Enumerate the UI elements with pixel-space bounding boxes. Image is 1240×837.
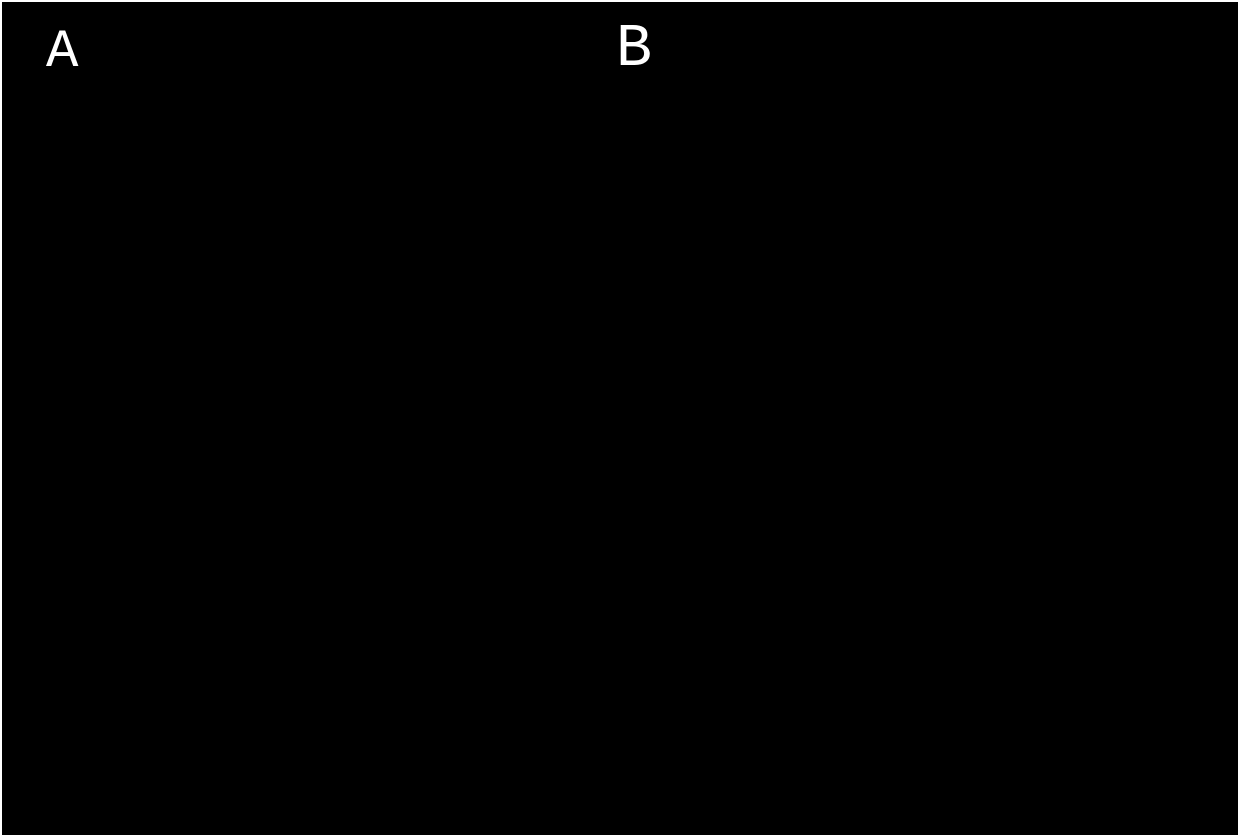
- figure-container: A B: [2, 2, 1238, 835]
- panel-label-b: B: [616, 20, 652, 80]
- panel-label-a: A: [46, 26, 78, 80]
